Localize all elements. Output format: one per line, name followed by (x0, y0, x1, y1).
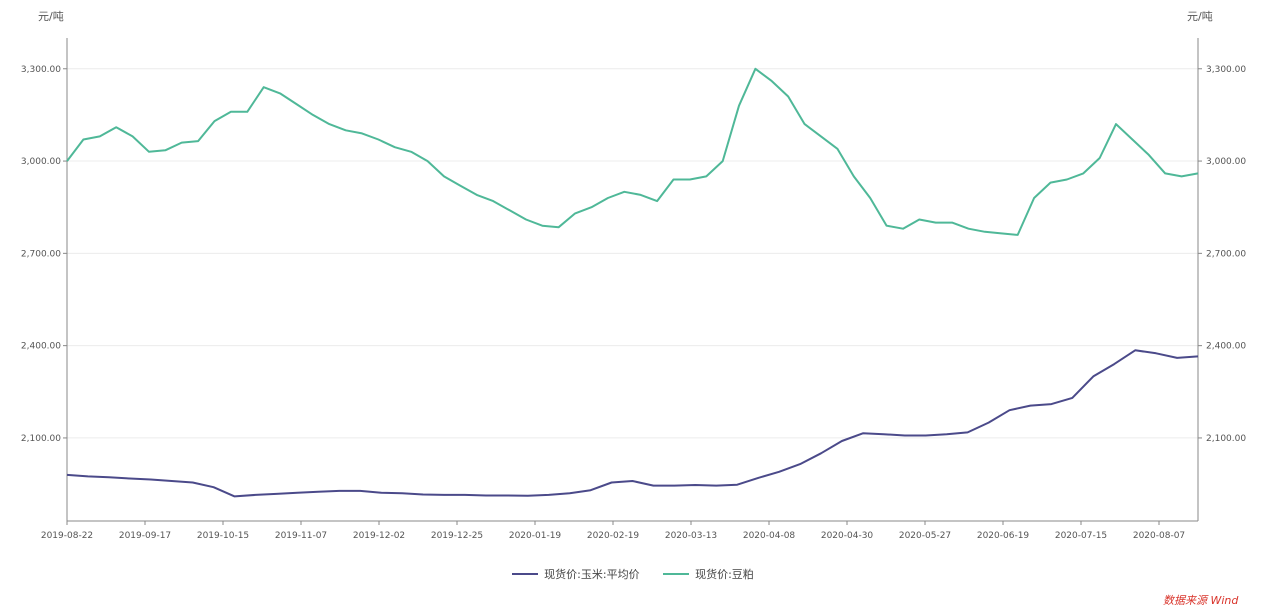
legend-swatch-corn (512, 573, 539, 575)
series-lines (66, 67, 1199, 498)
y-tick-label-right: 2,100.00 (1206, 434, 1246, 444)
y-tick-label-right: 3,300.00 (1206, 65, 1246, 75)
y-tick-label-right: 2,700.00 (1206, 249, 1246, 259)
y-tick-label-right: 2,400.00 (1206, 342, 1246, 352)
y-axis-left-ticks: 3,300.00 3,000.00 2,700.00 2,400.00 2,100.00 (21, 65, 67, 444)
series-line-corn (66, 349, 1199, 498)
legend: 现货价:玉米:平均价 现货价:豆粕 (0, 565, 1266, 582)
x-tick-label: 2019-09-17 (119, 531, 171, 541)
legend-swatch-soymeal (663, 573, 690, 575)
x-tick-label: 2020-01-19 (509, 531, 562, 541)
gridlines (67, 68, 1198, 439)
x-tick-label: 2020-03-13 (665, 531, 717, 541)
legend-label-soymeal: 现货价:豆粕 (695, 568, 754, 581)
legend-label-corn: 现货价:玉米:平均价 (544, 568, 640, 581)
axes (66, 38, 1199, 522)
x-tick-label: 2020-04-30 (821, 531, 874, 541)
x-tick-label: 2020-04-08 (743, 531, 796, 541)
x-axis-ticks: 2019-08-22 2019-09-17 2019-10-15 2019-11-07… (41, 521, 1185, 541)
x-tick-label: 2020-02-19 (587, 531, 640, 541)
y-tick-label-right: 3,000.00 (1206, 157, 1246, 167)
x-tick-label: 2019-12-02 (353, 531, 405, 541)
legend-item-corn[interactable]: 现货价:玉米:平均价 (512, 566, 640, 582)
x-tick-label: 2019-08-22 (41, 531, 93, 541)
legend-item-soymeal[interactable]: 现货价:豆粕 (663, 566, 754, 582)
x-tick-label: 2020-07-15 (1055, 531, 1107, 541)
y-axis-right-ticks: 3,300.00 3,000.00 2,700.00 2,400.00 2,100.00 (1198, 65, 1246, 444)
y-axis-right-unit: 元/吨 (1187, 10, 1213, 23)
x-tick-label: 2020-08-07 (1133, 531, 1185, 541)
x-tick-label: 2019-12-25 (431, 531, 483, 541)
x-tick-label: 2020-05-27 (899, 531, 951, 541)
y-tick-label-left: 3,300.00 (21, 65, 61, 75)
y-tick-label-left: 2,400.00 (21, 342, 61, 352)
x-tick-label: 2020-06-19 (977, 531, 1030, 541)
y-axis-left-unit: 元/吨 (38, 10, 64, 23)
y-tick-label-left: 2,100.00 (21, 434, 61, 444)
y-tick-label-left: 2,700.00 (21, 249, 61, 259)
x-tick-label: 2019-11-07 (275, 531, 327, 541)
source-label: 数据来源 Wind (1163, 594, 1239, 607)
series-line-soymeal (66, 67, 1199, 236)
x-tick-label: 2019-10-15 (197, 531, 249, 541)
y-tick-label-left: 3,000.00 (21, 157, 61, 167)
